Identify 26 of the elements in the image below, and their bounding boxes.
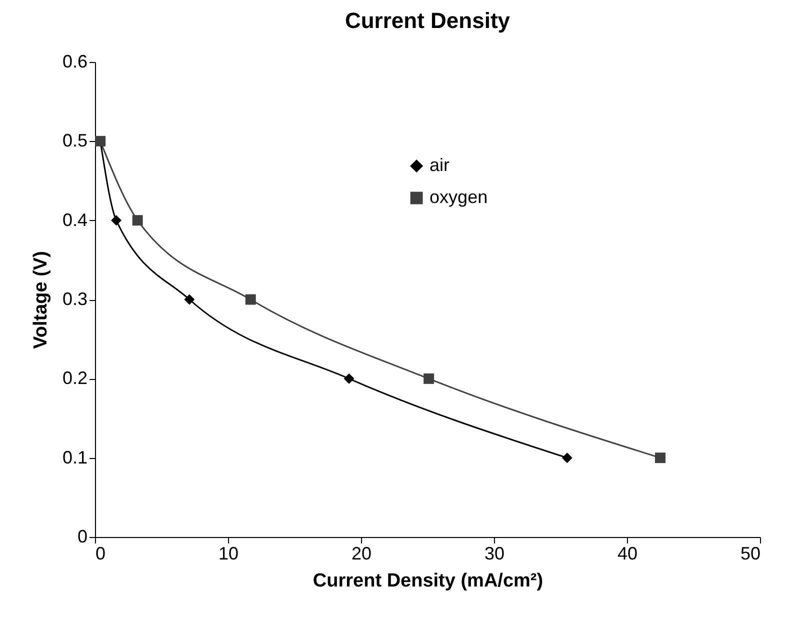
point xyxy=(344,373,354,384)
point xyxy=(111,215,122,226)
point xyxy=(424,373,434,384)
point xyxy=(562,452,572,464)
y-tick-label: 0.2 xyxy=(62,368,88,388)
legend-label: air xyxy=(430,155,450,175)
x-tick-label: 0 xyxy=(96,544,106,564)
x-tick-label: 20 xyxy=(351,544,372,564)
x-axis-title: Current Density (mA/cm²) xyxy=(312,570,544,592)
x-tick-label: 10 xyxy=(218,544,239,564)
x-tick-label: 40 xyxy=(617,544,638,564)
y-tick-label: 0 xyxy=(77,526,88,546)
y-tick-label: 0.3 xyxy=(62,289,88,309)
point xyxy=(655,452,666,464)
y-tick-label: 0.4 xyxy=(62,210,88,230)
point xyxy=(245,294,256,305)
y-tick-label: 0.5 xyxy=(62,130,88,151)
x-tick-label: 50 xyxy=(740,544,760,564)
point xyxy=(184,294,195,305)
chart-title: Current Density xyxy=(344,8,511,33)
x-tick-label: 30 xyxy=(484,544,505,564)
point xyxy=(132,215,143,226)
y-tick-label: 0.1 xyxy=(62,447,88,468)
y-tick-label: 0.6 xyxy=(62,52,88,72)
y-axis-title: Voltage (V) xyxy=(30,251,52,349)
legend-label: oxygen xyxy=(430,187,488,207)
